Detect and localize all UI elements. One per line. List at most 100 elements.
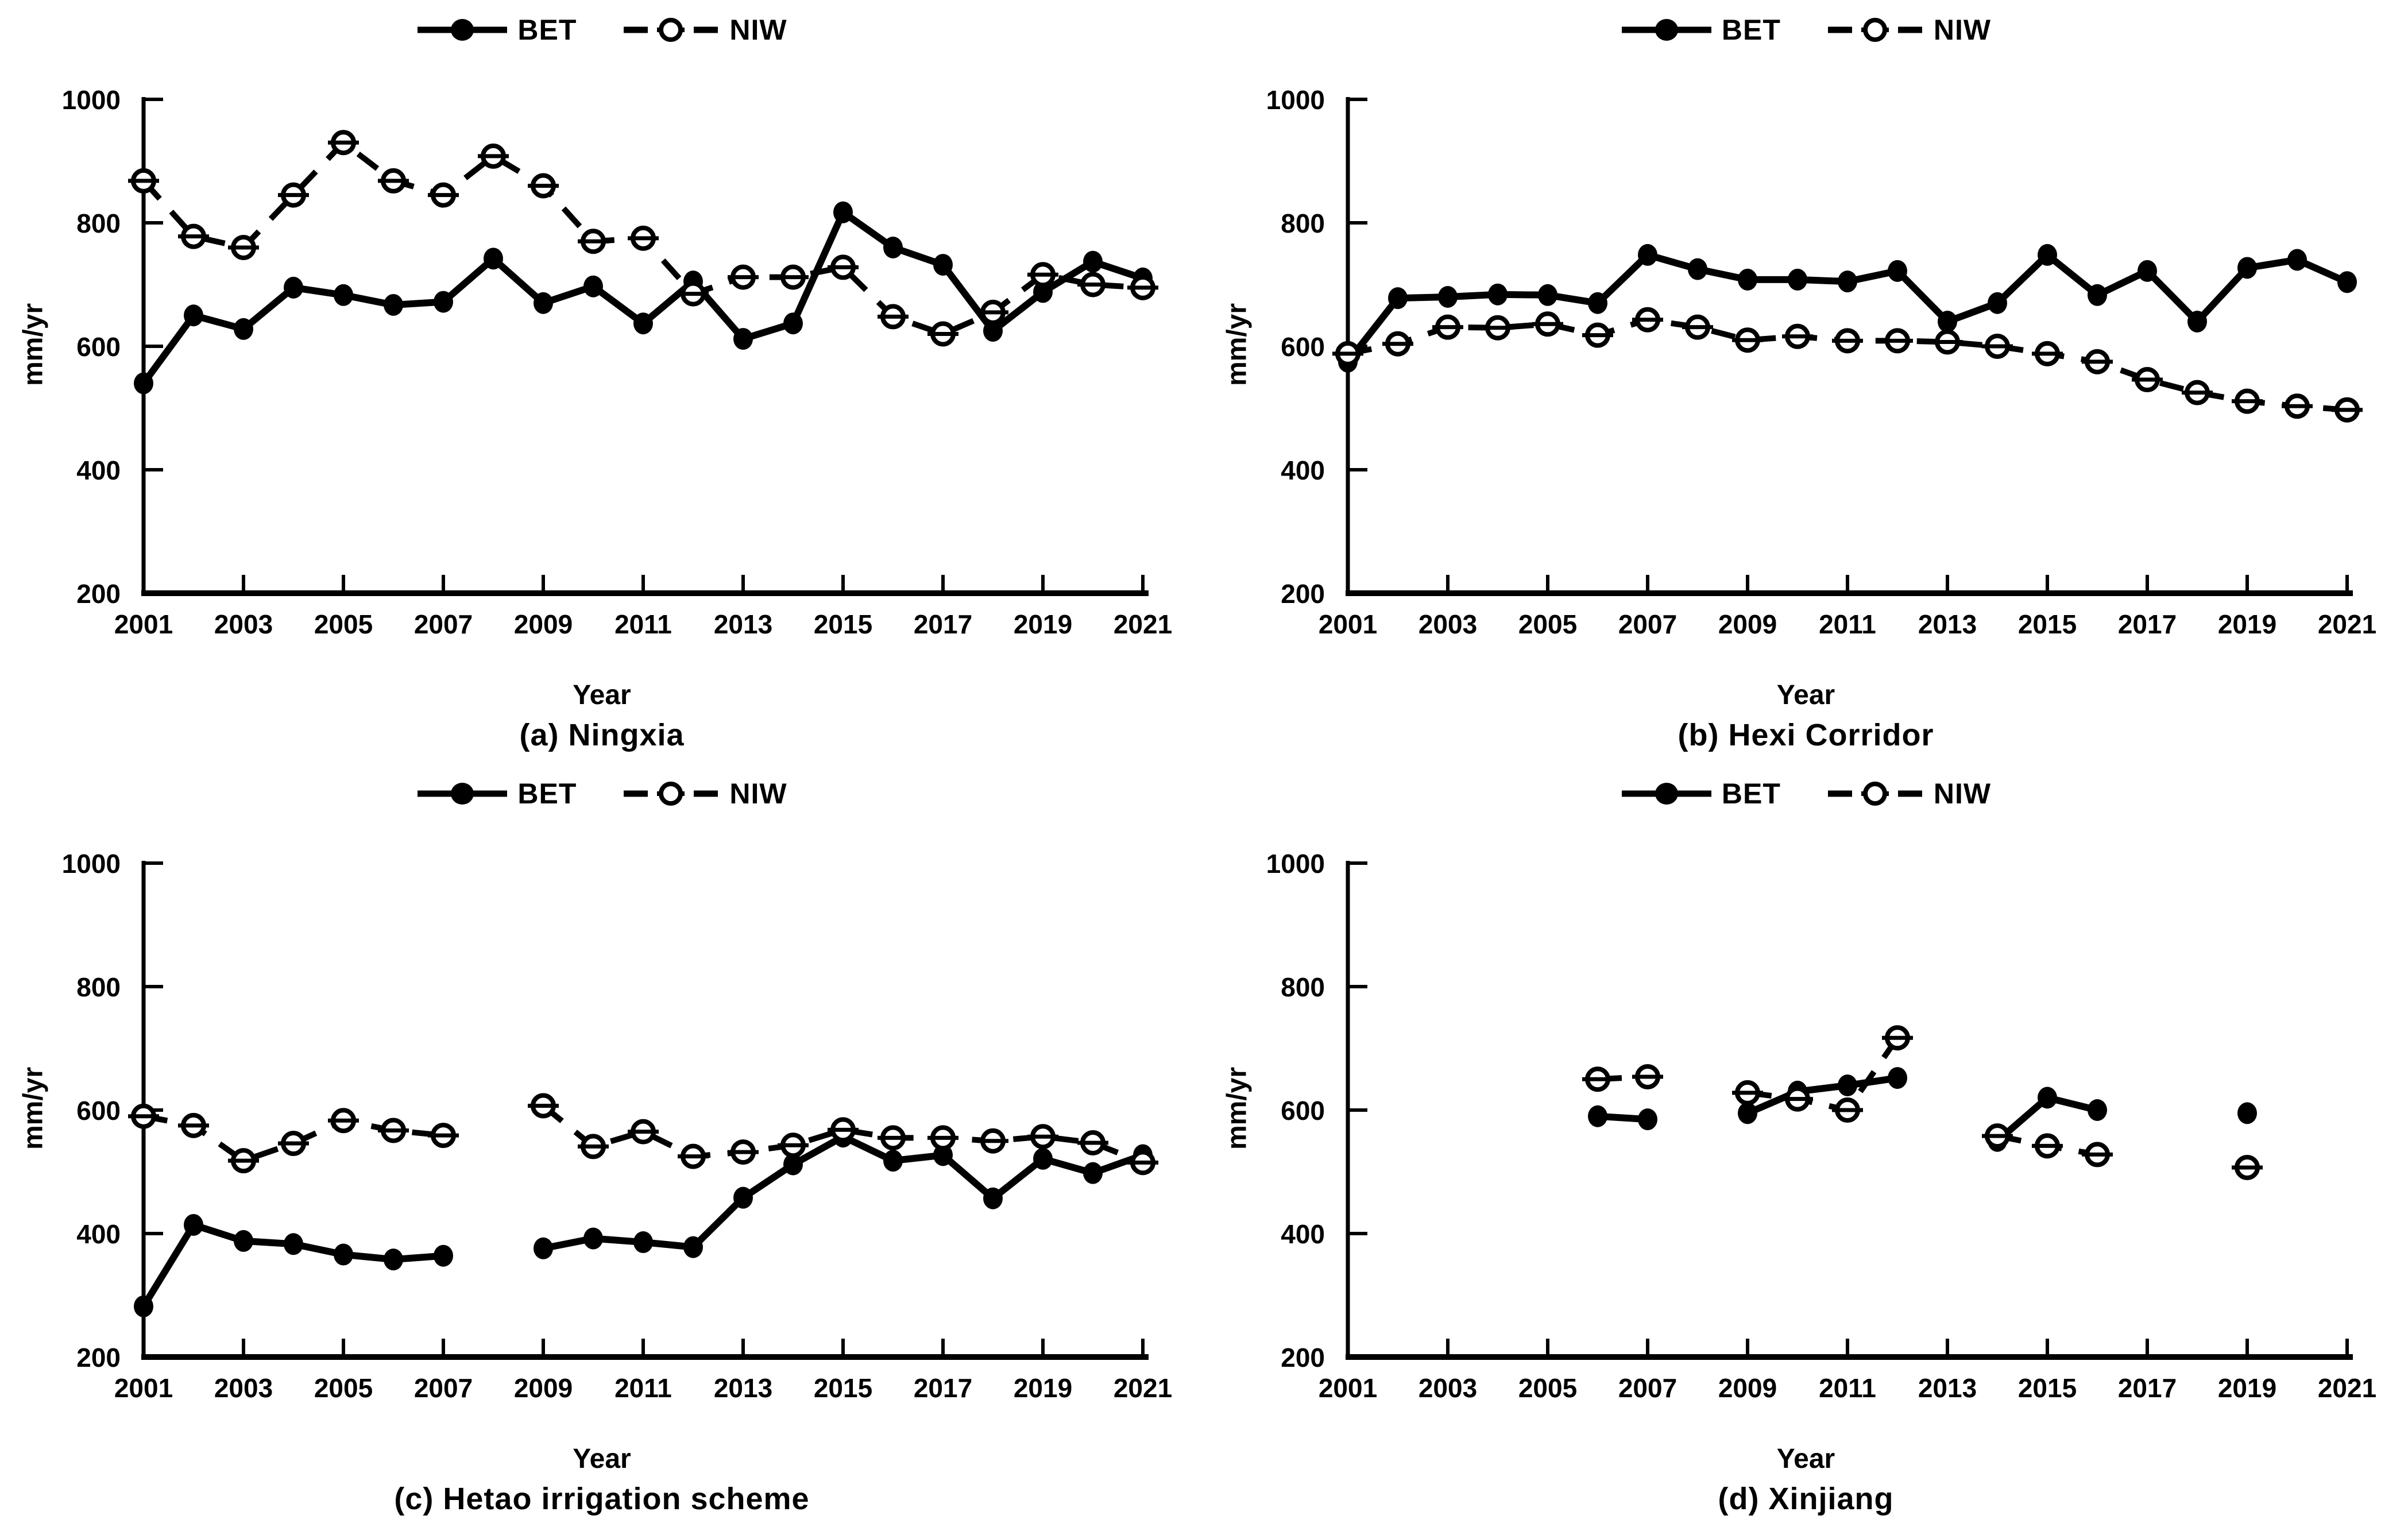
svg-text:2003: 2003	[214, 609, 273, 639]
svg-text:200: 200	[76, 1343, 121, 1373]
svg-text:2021: 2021	[1114, 609, 1172, 639]
bet-line-glyph	[1621, 19, 1711, 41]
legend-item-bet: BET	[416, 13, 577, 47]
svg-text:2015: 2015	[814, 1373, 872, 1403]
svg-text:2007: 2007	[1618, 609, 1676, 639]
panel-xinjiang: BET NIW 200 400 600 800 1000 2001 2003 2005 2007…	[1204, 764, 2408, 1527]
svg-text:2009: 2009	[514, 609, 573, 639]
svg-text:200: 200	[76, 579, 121, 609]
legend-item-bet: BET	[416, 777, 577, 810]
panel-hetao-irrigation-scheme: BET NIW 200 400 600 800 1000 2001 2003 2005 2007…	[0, 764, 1204, 1527]
legend-label-niw: NIW	[1933, 778, 1992, 810]
svg-text:2019: 2019	[1014, 1373, 1072, 1403]
y-axis-title: mm/yr	[18, 1066, 49, 1150]
niw-line-glyph	[624, 782, 718, 806]
legend-item-bet: BET	[1621, 13, 1781, 47]
legend-item-niw: NIW	[1826, 777, 1991, 810]
legend-label-niw: NIW	[729, 14, 787, 46]
bet-line-glyph	[418, 19, 508, 41]
legend-item-niw: NIW	[621, 777, 787, 810]
svg-text:2005: 2005	[1518, 609, 1576, 639]
y-axis-title: mm/yr	[1222, 1066, 1253, 1150]
niw-line-glyph	[624, 18, 718, 42]
svg-text:400: 400	[1281, 1219, 1325, 1249]
svg-text:2011: 2011	[1819, 1373, 1876, 1403]
legend: BET NIW	[1621, 3, 1991, 56]
svg-text:2019: 2019	[2217, 609, 2276, 639]
legend-item-niw: NIW	[1826, 13, 1991, 47]
svg-text:2013: 2013	[714, 1373, 772, 1403]
svg-text:2009: 2009	[1718, 609, 1776, 639]
svg-text:2013: 2013	[1918, 609, 1976, 639]
chart-hetao-irrigation-scheme: 200 400 600 800 1000 2001 2003 2005 2007 2009 2011…	[62, 849, 1173, 1403]
svg-text:2013: 2013	[1918, 1373, 1976, 1403]
svg-text:2007: 2007	[414, 1373, 473, 1403]
svg-text:2015: 2015	[2017, 609, 2076, 639]
svg-text:2009: 2009	[1718, 1373, 1776, 1403]
svg-text:2021: 2021	[2317, 1373, 2376, 1403]
x-axis-title: Year	[573, 680, 631, 710]
legend: BET NIW	[416, 3, 787, 56]
bet-line-glyph	[1621, 783, 1711, 805]
svg-text:800: 800	[76, 972, 121, 1002]
svg-text:2017: 2017	[2117, 609, 2176, 639]
svg-text:400: 400	[76, 1219, 121, 1249]
svg-text:600: 600	[76, 332, 121, 362]
legend: BET NIW	[416, 767, 787, 820]
panel-caption: (b) Hexi Corridor	[1678, 718, 1934, 752]
svg-text:2017: 2017	[2117, 1373, 2176, 1403]
svg-text:2015: 2015	[814, 609, 872, 639]
svg-text:200: 200	[1281, 579, 1325, 609]
svg-text:2003: 2003	[214, 1373, 273, 1403]
svg-text:2001: 2001	[114, 609, 173, 639]
panel-caption: (c) Hetao irrigation scheme	[394, 1482, 810, 1516]
legend-label-bet: BET	[517, 778, 577, 810]
svg-text:600: 600	[1281, 332, 1325, 362]
svg-text:2003: 2003	[1418, 1373, 1477, 1403]
svg-text:2017: 2017	[914, 1373, 972, 1403]
panel-hexi-corridor: BET NIW 200 400 600 800 1000 2001 2003 2005 2007…	[1204, 0, 2408, 764]
svg-text:2011: 2011	[614, 1373, 672, 1403]
legend-label-bet: BET	[1721, 14, 1781, 46]
chart-hexi-corridor: 200 400 600 800 1000 2001 2003 2005 2007 2009 2011…	[1266, 85, 2376, 639]
svg-text:1000: 1000	[62, 85, 121, 115]
chart-ningxia: 200 400 600 800 1000 2001 2003 2005 2007 2009 2011…	[62, 85, 1173, 639]
svg-text:2005: 2005	[314, 609, 373, 639]
svg-text:2005: 2005	[314, 1373, 373, 1403]
panel-ningxia: BET NIW 200 400 600 800 1000 2001 2003 2005 2007…	[0, 0, 1204, 764]
svg-text:600: 600	[1281, 1096, 1325, 1126]
y-axis-title: mm/yr	[1222, 303, 1253, 386]
svg-text:2019: 2019	[1014, 609, 1072, 639]
legend: BET NIW	[1621, 767, 1991, 820]
svg-text:400: 400	[1281, 455, 1325, 485]
svg-text:800: 800	[1281, 972, 1325, 1002]
svg-text:2015: 2015	[2017, 1373, 2076, 1403]
svg-text:600: 600	[76, 1096, 121, 1126]
svg-text:1000: 1000	[62, 849, 121, 879]
legend-label-niw: NIW	[1933, 14, 1992, 46]
svg-text:2001: 2001	[114, 1373, 173, 1403]
svg-text:2001: 2001	[1318, 1373, 1377, 1403]
legend-label-bet: BET	[1721, 778, 1781, 810]
x-axis-title: Year	[1776, 680, 1835, 710]
svg-text:2009: 2009	[514, 1373, 573, 1403]
svg-text:2001: 2001	[1318, 609, 1377, 639]
x-axis-title: Year	[1776, 1444, 1835, 1474]
niw-line-glyph	[1827, 782, 1922, 806]
svg-text:2011: 2011	[614, 609, 672, 639]
svg-text:2013: 2013	[714, 609, 772, 639]
svg-text:200: 200	[1281, 1343, 1325, 1373]
svg-text:2007: 2007	[414, 609, 473, 639]
svg-text:400: 400	[76, 455, 121, 485]
legend-item-bet: BET	[1621, 777, 1781, 810]
legend-label-niw: NIW	[729, 778, 787, 810]
panel-caption: (d) Xinjiang	[1718, 1482, 1894, 1516]
svg-text:2017: 2017	[914, 609, 972, 639]
svg-text:2005: 2005	[1518, 1373, 1576, 1403]
svg-text:2019: 2019	[2217, 1373, 2276, 1403]
svg-text:1000: 1000	[1266, 85, 1324, 115]
svg-text:2007: 2007	[1618, 1373, 1676, 1403]
x-axis-title: Year	[573, 1444, 631, 1474]
panel-caption: (a) Ningxia	[519, 718, 685, 752]
